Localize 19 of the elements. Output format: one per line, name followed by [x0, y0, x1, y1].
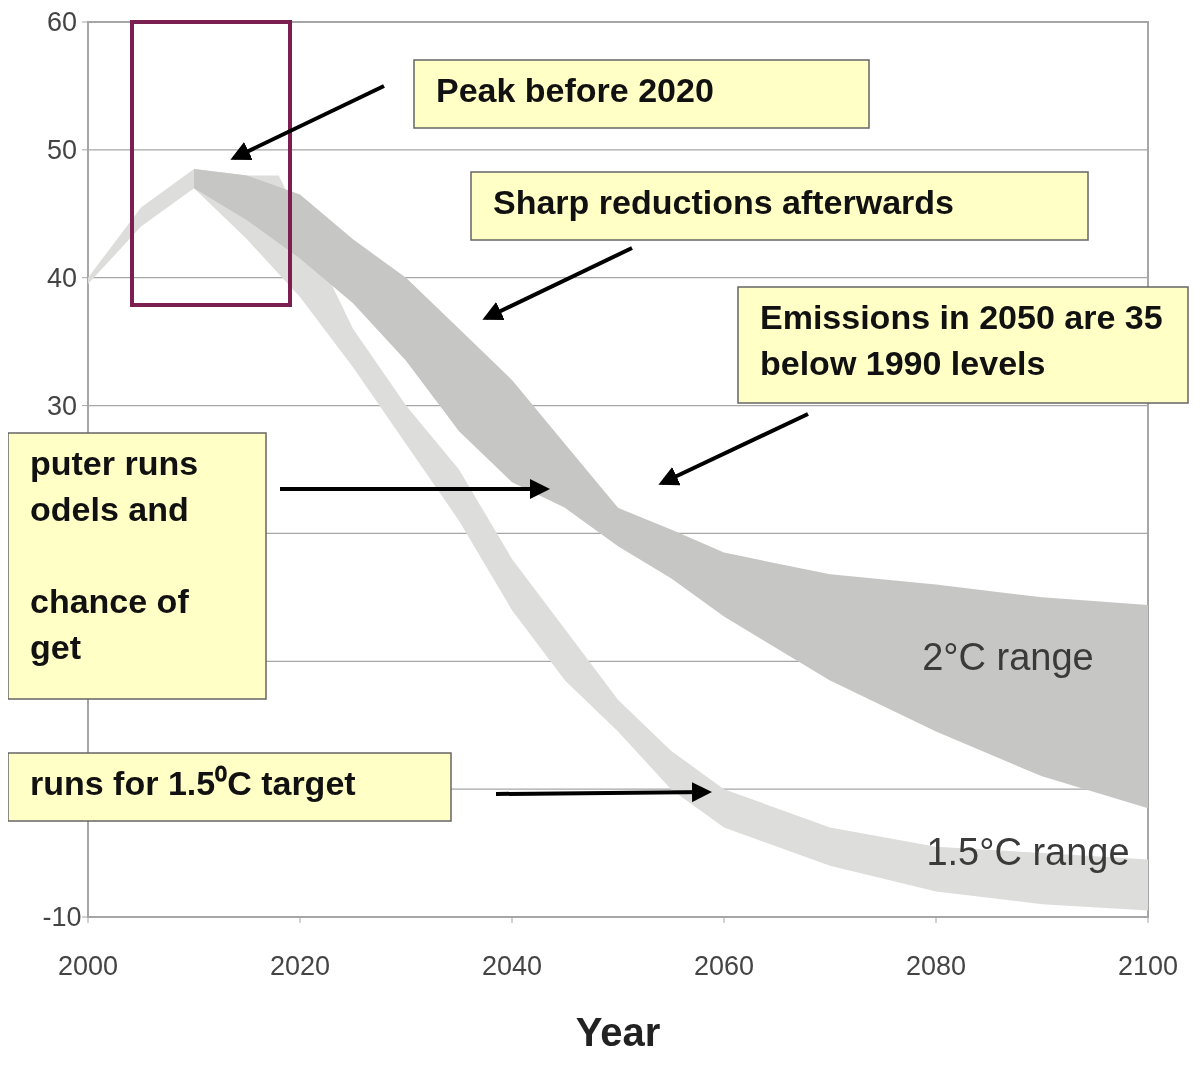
- y-tick-label: 60: [46, 7, 78, 38]
- annotation: Emissions in 2050 are 35 below 1990 levels: [760, 298, 1163, 382]
- y-tick-label: -10: [42, 902, 82, 933]
- x-tick-label: 2000: [57, 951, 119, 981]
- x-tick-label: 2020: [269, 951, 331, 981]
- x-tick-label: 2040: [481, 951, 543, 981]
- annotation: Sharp reductions afterwards: [493, 183, 955, 221]
- x-tick-label: 2080: [905, 951, 967, 981]
- x-tick-label: 2100: [1117, 951, 1179, 981]
- series-label: 2°C range: [922, 636, 1094, 678]
- annotation: Peak before 2020: [436, 71, 714, 109]
- text: puter runs odels and chance of get: [30, 444, 199, 666]
- x-tick-label: 2060: [693, 951, 755, 981]
- y-tick-label: 30: [46, 391, 78, 422]
- series-label: 1.5°C range: [926, 831, 1130, 873]
- y-tick-label: 50: [46, 135, 78, 166]
- annotation: runs for 1.5⁰C target: [30, 764, 356, 802]
- y-tick-label: 40: [46, 263, 78, 294]
- x-axis-title: Year: [575, 1010, 661, 1054]
